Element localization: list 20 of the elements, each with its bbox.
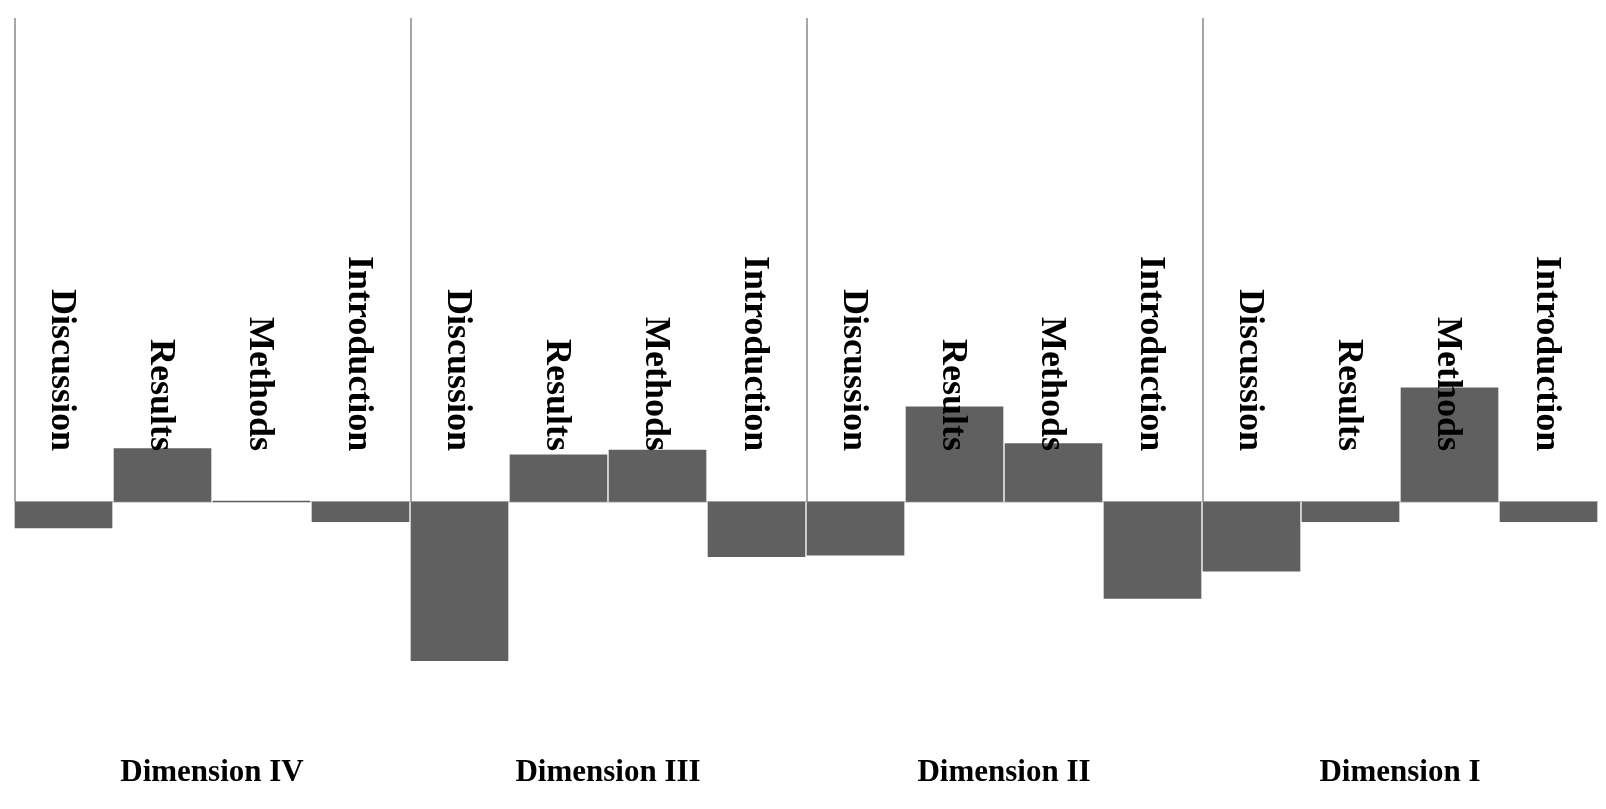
x-tick-label: Discussion <box>43 288 84 451</box>
x-tick-label: Results <box>538 338 579 451</box>
x-tick-label: Methods <box>1429 317 1470 451</box>
x-tick-label: Methods <box>637 317 678 451</box>
x-tick-label: Discussion <box>1231 288 1272 451</box>
x-tick-label: Introduction <box>1528 255 1569 451</box>
x-tick-label: Discussion <box>439 288 480 451</box>
text: Dimension II <box>917 753 1091 789</box>
x-tick-label: Introduction <box>340 255 381 451</box>
x-tick-label: Methods <box>241 317 282 451</box>
x-tick-label: Results <box>1330 338 1371 451</box>
x-tick-label: Results <box>142 338 183 451</box>
x-tick-label: Methods <box>1033 317 1074 451</box>
x-tick-label: Results <box>934 338 975 451</box>
x-tick-label: Introduction <box>736 255 777 451</box>
x-tick-label: Introduction <box>1132 255 1173 451</box>
text: Dimension I <box>1319 753 1481 789</box>
x-tick-label: Discussion <box>835 288 876 451</box>
text: Dimension IV <box>120 753 304 789</box>
text: Dimension III <box>515 753 701 789</box>
